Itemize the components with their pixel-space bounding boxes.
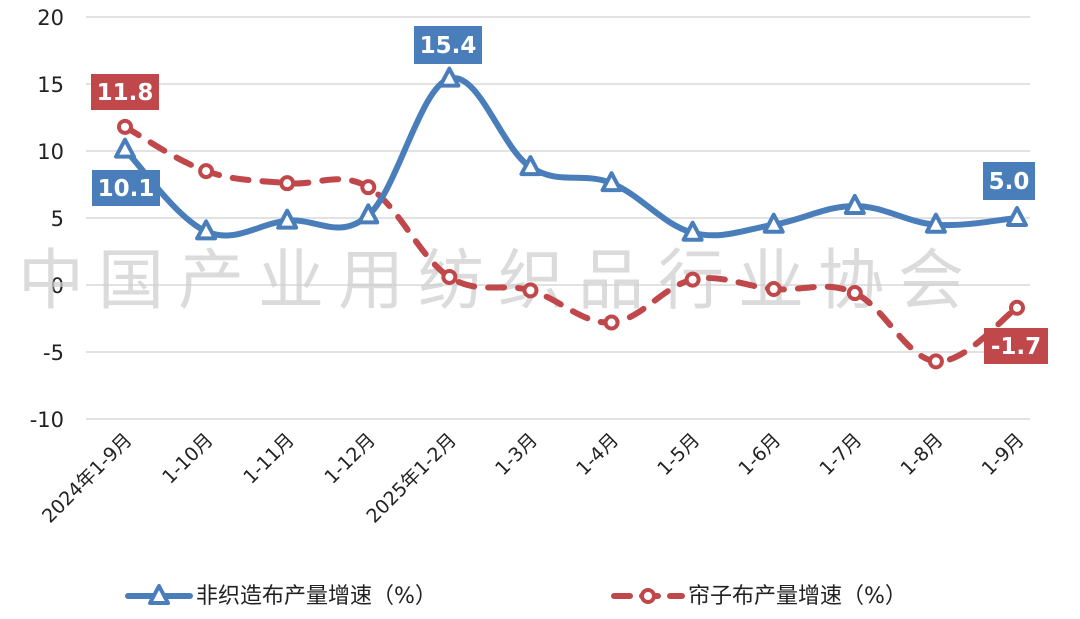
y-tick-label: 20: [37, 6, 64, 30]
triangle-marker-icon: [762, 212, 785, 234]
x-tick-label: 1-11月: [239, 429, 298, 488]
svg-text:5.0: 5.0: [989, 169, 1030, 195]
data-label: 15.4: [414, 26, 482, 64]
triangle-marker-icon: [148, 584, 170, 605]
legend: 非织造布产量增速（%） 帘子布产量增速（%）: [125, 584, 907, 609]
cord-fabric-series-line: [122, 123, 1020, 365]
x-tick-label: 1-12月: [320, 429, 379, 488]
data-label: 10.1: [92, 170, 160, 206]
circle-marker-icon: [603, 314, 620, 331]
legend-item-nonwoven[interactable]: 非织造布产量增速（%）: [125, 584, 437, 609]
y-tick-label: 5: [51, 207, 64, 231]
x-tick-label: 1-3月: [491, 429, 542, 480]
legend-label-nonwoven: 非织造布产量增速（%）: [196, 584, 437, 609]
x-tick-label: 1-10月: [158, 429, 217, 488]
x-tick-label: 1-7月: [815, 429, 866, 480]
svg-text:-1.7: -1.7: [991, 334, 1041, 360]
circle-marker-icon: [640, 588, 656, 604]
triangle-marker-icon: [276, 208, 299, 230]
series-lines: [114, 66, 1028, 370]
triangle-marker-icon: [357, 203, 380, 225]
legend-label-cord-fabric: 帘子布产量增速（%）: [688, 584, 907, 609]
triangle-marker-icon: [924, 212, 947, 234]
circle-marker-icon: [198, 163, 215, 180]
circle-marker-icon: [611, 588, 685, 604]
circle-marker-icon: [927, 353, 944, 370]
y-tick-label: 10: [37, 140, 64, 164]
circle-marker-icon: [117, 118, 133, 135]
data-label: 11.8: [91, 74, 159, 110]
y-tick-label: 0: [51, 274, 64, 298]
triangle-marker-icon: [125, 584, 193, 605]
circle-marker-icon: [279, 175, 296, 192]
triangle-marker-icon: [114, 137, 136, 159]
circle-marker-icon: [765, 281, 782, 298]
circle-marker-icon: [846, 285, 863, 302]
y-tick-label: -5: [43, 341, 64, 365]
svg-text:10.1: 10.1: [98, 176, 155, 202]
watermark-text: 中国产业用纺织品行业协会: [18, 242, 978, 319]
nonwoven-series-line: [122, 75, 1020, 239]
y-tick-label: 15: [37, 73, 64, 97]
gridlines: [86, 16, 1030, 420]
triangle-marker-icon: [681, 220, 704, 242]
svg-text:15.4: 15.4: [420, 33, 477, 59]
x-tick-label: 1-9月: [978, 429, 1029, 480]
circle-marker-icon: [684, 271, 701, 288]
circle-marker-icon: [360, 179, 377, 196]
triangle-marker-icon: [195, 219, 218, 241]
x-tick-label: 1-4月: [572, 429, 623, 480]
circle-marker-icon: [1009, 299, 1025, 316]
circle-marker-icon: [522, 282, 539, 299]
data-label: -1.7: [984, 328, 1048, 364]
circle-marker-icon: [441, 268, 458, 285]
x-tick-label: 1-6月: [734, 429, 785, 480]
data-label: 5.0: [983, 162, 1035, 200]
triangle-marker-icon: [843, 193, 866, 215]
triangle-marker-icon: [1006, 206, 1028, 227]
data-labels: 10.1 15.4 5.0 11.8 -1.7: [91, 26, 1048, 364]
y-axis-ticks: 20 15 10 5 0 -5 -10: [30, 6, 64, 432]
legend-item-cord-fabric[interactable]: 帘子布产量增速（%）: [611, 584, 907, 609]
svg-text:11.8: 11.8: [97, 80, 154, 106]
y-tick-label: -10: [30, 408, 64, 432]
x-tick-label: 2024年1-9月: [38, 429, 137, 528]
x-tick-label: 1-8月: [896, 429, 947, 480]
triangle-marker-icon: [519, 155, 542, 177]
triangle-marker-icon: [438, 66, 461, 88]
triangle-marker-icon: [600, 171, 623, 193]
x-tick-label: 1-5月: [653, 429, 704, 480]
